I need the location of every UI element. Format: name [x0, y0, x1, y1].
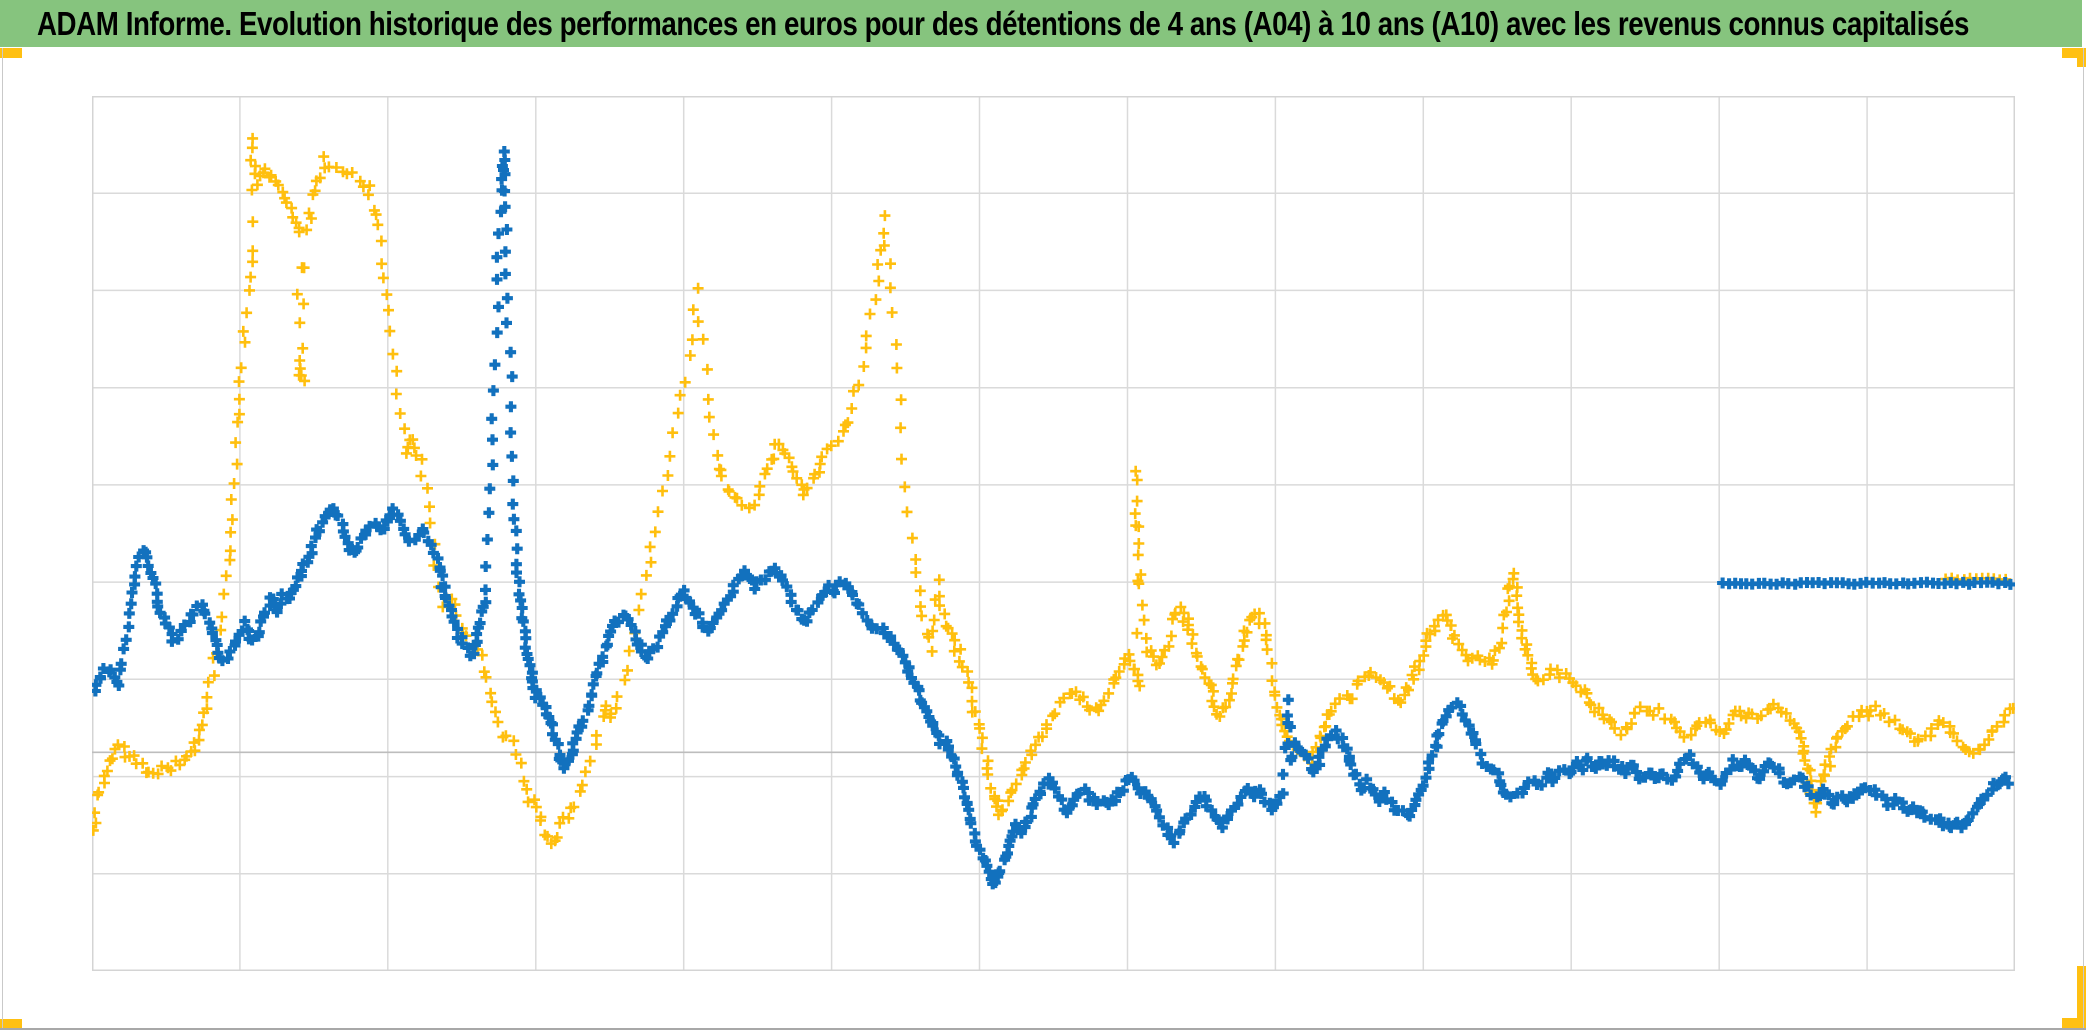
- plot-area: [92, 96, 2015, 971]
- accent-bottom-right-h: [2062, 1018, 2086, 1028]
- accent-bottom-left: [0, 1019, 22, 1029]
- page-title: ADAM Informe. Evolution historique des p…: [36, 4, 1969, 42]
- accent-bottom-right-v: [2077, 966, 2086, 1028]
- frame-right-border: [2083, 48, 2084, 1029]
- title-bar: ADAM Informe. Evolution historique des p…: [0, 0, 2082, 47]
- accent-top-right-h: [2062, 48, 2086, 58]
- frame-left-border: [2, 48, 3, 1029]
- accent-top-left: [0, 48, 22, 58]
- scatter-chart: [92, 96, 2015, 971]
- frame-bottom-border: [0, 1028, 2086, 1030]
- accent-top-right-v: [2077, 48, 2086, 67]
